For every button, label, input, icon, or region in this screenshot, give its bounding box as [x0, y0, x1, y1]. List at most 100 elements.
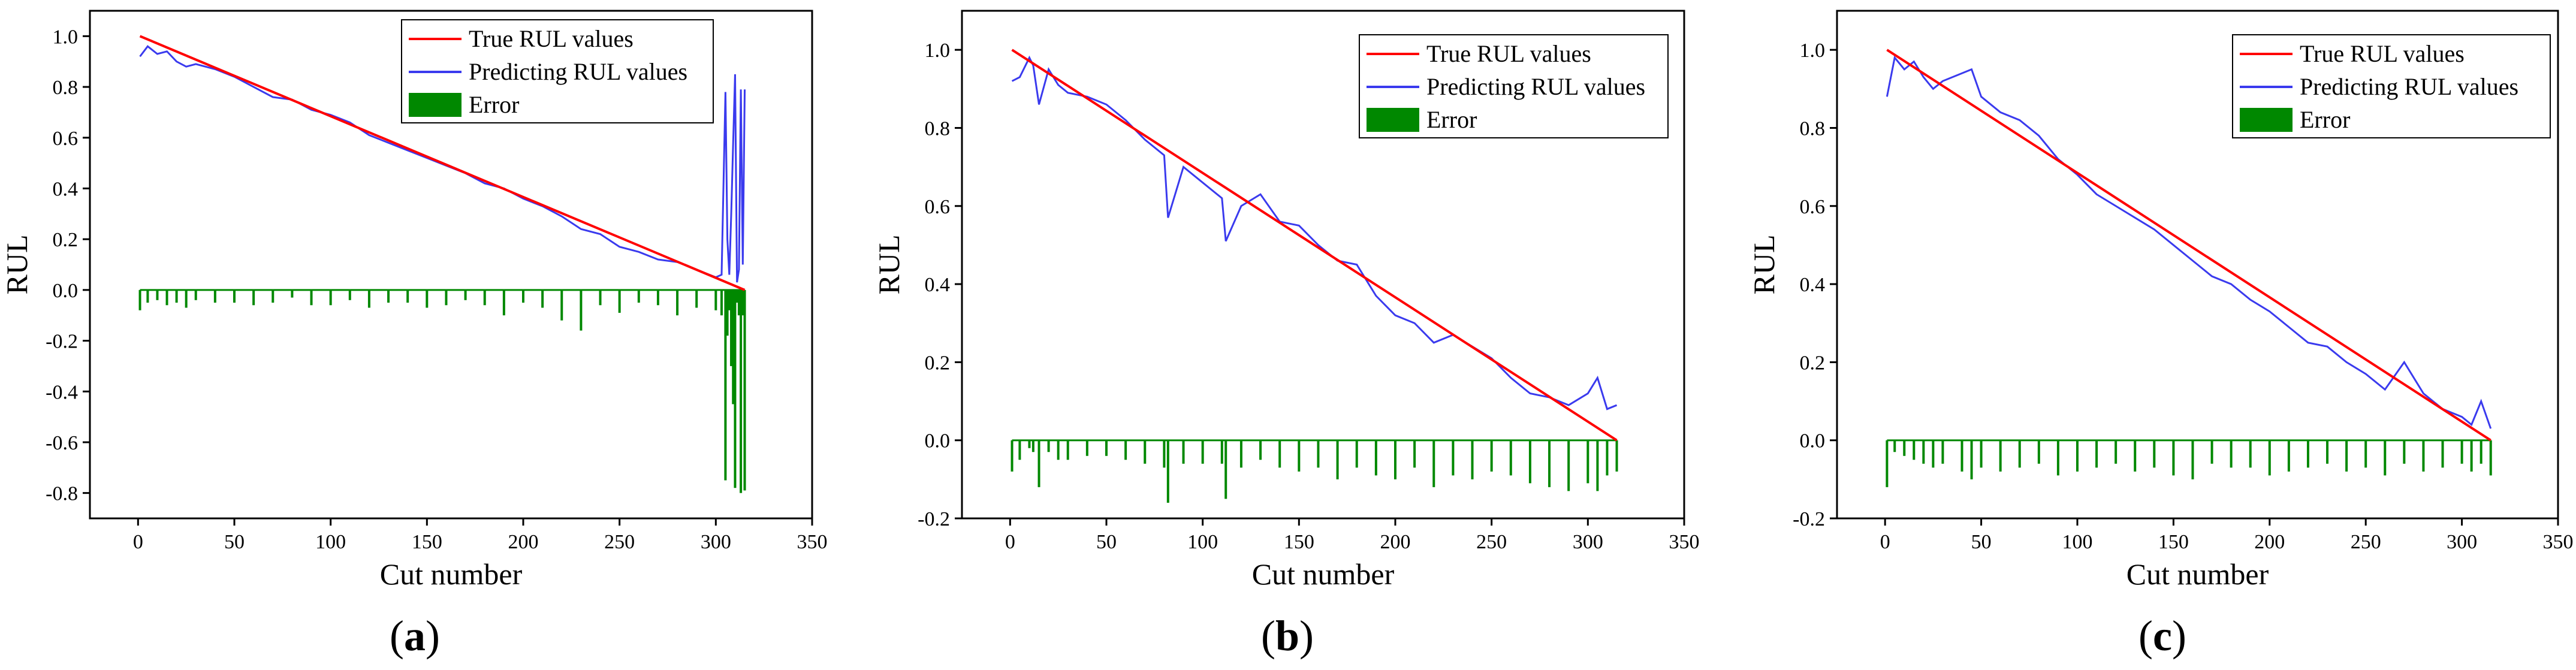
x-tick-label: 300	[701, 531, 731, 553]
error-bar	[1432, 440, 1435, 487]
error-bar	[1201, 440, 1204, 464]
error-bar	[2191, 440, 2194, 479]
y-tick-label: 1.0	[53, 26, 79, 48]
plot-frame	[1836, 10, 2559, 520]
error-bar	[714, 289, 717, 310]
error-bar	[1028, 440, 1031, 448]
y-tick-label: 1.0	[925, 40, 951, 62]
error-bar	[2403, 440, 2406, 464]
x-tick-label: 150	[412, 531, 442, 553]
error-bar	[560, 289, 563, 321]
error-bar	[580, 289, 583, 331]
plot-frame	[89, 10, 813, 520]
error-bar	[637, 289, 640, 303]
error-bar	[165, 289, 168, 306]
y-axis-title: RUL	[0, 235, 34, 295]
x-tick-label: 0	[133, 531, 143, 553]
error-bar	[464, 289, 467, 300]
true-rul-line	[139, 35, 746, 291]
error-bar	[146, 289, 149, 303]
error-bar	[2056, 440, 2059, 476]
error-bar	[2249, 440, 2252, 468]
true-rul-line	[1011, 49, 1618, 442]
y-tick-label: -0.2	[1793, 508, 1825, 530]
error-bar	[387, 289, 390, 303]
error-bar	[348, 289, 351, 300]
error-bar	[1394, 440, 1396, 479]
x-tick-label: 100	[315, 531, 346, 553]
x-tick-label: 350	[2543, 531, 2574, 553]
error-bar	[1018, 440, 1021, 460]
error-bar	[541, 289, 544, 308]
error-bar	[2018, 440, 2021, 468]
panel-b: 0 50 100 150 200 250 300 350 -0.2 0.0 0.2 0.4 0.6 0.8…	[872, 10, 1700, 591]
error-bar	[426, 289, 429, 308]
error-bar	[732, 289, 735, 405]
x-tick-label: 250	[2351, 531, 2381, 553]
error-bar	[1259, 440, 1262, 460]
y-tick-label: 0.8	[53, 77, 79, 99]
error-bar	[1471, 440, 1474, 479]
error-bar	[741, 289, 744, 316]
error-bar	[1224, 440, 1227, 499]
x-tick-label: 300	[1573, 531, 1603, 553]
error-bar	[618, 289, 621, 313]
y-tick-label: -0.4	[46, 381, 78, 403]
error-bar	[726, 289, 729, 336]
error-bar	[743, 289, 746, 491]
error-bar	[1893, 440, 1896, 452]
legend-error-swatch	[1367, 108, 1419, 132]
error-bar	[2172, 440, 2175, 476]
predicted-rul-line	[1011, 55, 1618, 411]
error-bar	[1317, 440, 1320, 468]
y-tick-label: 0.6	[925, 196, 951, 218]
legend-label: True RUL values	[2300, 40, 2465, 67]
error-bar	[185, 289, 188, 308]
legend-label: Predicting RUL values	[1426, 73, 1645, 100]
error-bar	[213, 289, 216, 303]
y-tick-label: 1.0	[1800, 40, 1826, 62]
x-tick-label: 350	[797, 531, 828, 553]
error-bar	[1509, 440, 1512, 476]
legend: True RUL values Predicting RUL values Erro…	[2232, 34, 2551, 138]
x-tick-label: 100	[2062, 531, 2093, 553]
legend-error-swatch	[409, 93, 461, 117]
x-tick-label: 350	[1669, 531, 1700, 553]
error-bar	[1124, 440, 1127, 460]
error-bar	[2268, 440, 2271, 476]
y-axis-title: RUL	[872, 235, 906, 295]
error-bar	[329, 289, 332, 306]
y-tick-label: 0.2	[1800, 352, 1826, 374]
y-tick-label: -0.2	[46, 331, 78, 353]
error-bar	[1298, 440, 1301, 472]
error-bar	[1031, 440, 1034, 452]
x-tick-label: 0	[1880, 531, 1890, 553]
error-bar	[2480, 440, 2483, 464]
x-tick-label: 150	[2158, 531, 2189, 553]
error-bar	[2287, 440, 2290, 472]
error-bar	[1105, 440, 1108, 456]
error-bar	[656, 289, 659, 306]
error-bar	[1163, 440, 1166, 468]
error-bar	[1220, 440, 1223, 464]
error-bar	[252, 289, 255, 306]
y-tick-label: -0.6	[46, 432, 78, 454]
y-tick-label: 0.6	[1800, 196, 1826, 218]
panel-c: 0 50 100 150 200 250 300 350 -0.2 0.0 0.2 0.4 0.6 0.8…	[1747, 10, 2574, 591]
error-bar	[730, 289, 733, 366]
y-tick-label: 0.2	[925, 352, 951, 374]
error-bar	[502, 289, 505, 316]
error-bar	[1596, 440, 1599, 491]
legend-label: Predicting RUL values	[2300, 73, 2518, 100]
error-bar	[1011, 440, 1013, 472]
error-bar	[1960, 440, 1963, 472]
error-bar	[138, 289, 141, 310]
error-bar	[1886, 440, 1889, 487]
error-bar	[522, 289, 524, 303]
error-bar	[1355, 440, 1358, 468]
error-bar	[367, 289, 370, 308]
error-bar	[1278, 440, 1281, 468]
y-tick-label: -0.2	[918, 508, 950, 530]
error-bar	[483, 289, 486, 306]
